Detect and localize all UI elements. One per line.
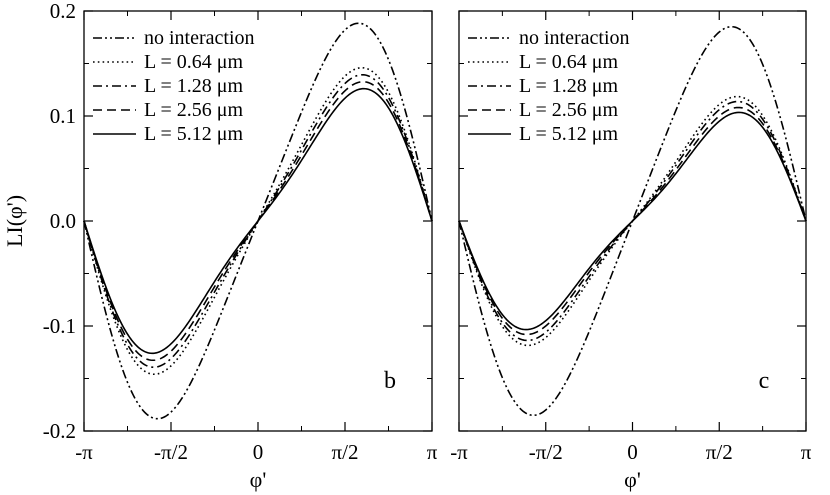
y-tick-label: 0.2: [50, 0, 76, 23]
legend-entry: L = 1.28 μm: [144, 75, 243, 97]
y-tick-label: -0.1: [43, 314, 76, 338]
legend-entry: L = 5.12 μm: [519, 123, 618, 145]
x-tick-label: π/2: [706, 440, 733, 464]
series-line-4: [83, 87, 433, 355]
x-tick-label: -π/2: [529, 440, 563, 464]
y-tick-label: 0.1: [50, 104, 76, 128]
panel-label: b: [384, 368, 396, 394]
y-tick-label: -0.2: [43, 419, 76, 443]
x-tick-label: -π: [75, 440, 93, 464]
x-axis-label: φ': [250, 467, 267, 492]
panel-b: -π -π/2 0 π/2 π -0.2 -0.1 0.0 0.1 0.2 φ' LI(φ') no i…: [2, 0, 438, 492]
x-tick-label: π/2: [332, 440, 359, 464]
x-tick-label: -π/2: [154, 440, 188, 464]
y-tick-label: 0.0: [50, 209, 76, 233]
x-tick-label: π: [427, 440, 438, 464]
series-line-4: [458, 111, 807, 331]
x-tick-label: π: [801, 440, 812, 464]
legend-entry: L = 2.56 μm: [144, 99, 243, 121]
x-axis-label: φ': [624, 467, 641, 492]
x-tick-label: 0: [253, 440, 264, 464]
x-tick-label: -π: [450, 440, 468, 464]
legend-entry: no interaction: [519, 27, 630, 49]
legend-entry: no interaction: [144, 27, 255, 49]
y-axis-label: LI(φ'): [2, 195, 27, 247]
legend-entry: L = 5.12 μm: [144, 123, 243, 145]
x-tick-label: 0: [627, 440, 638, 464]
legend-entry: L = 0.64 μm: [519, 51, 618, 73]
legend-entry: L = 2.56 μm: [519, 99, 618, 121]
legend-entry: L = 0.64 μm: [144, 51, 243, 73]
legend-entry: L = 1.28 μm: [519, 75, 618, 97]
panel-label: c: [759, 368, 770, 394]
